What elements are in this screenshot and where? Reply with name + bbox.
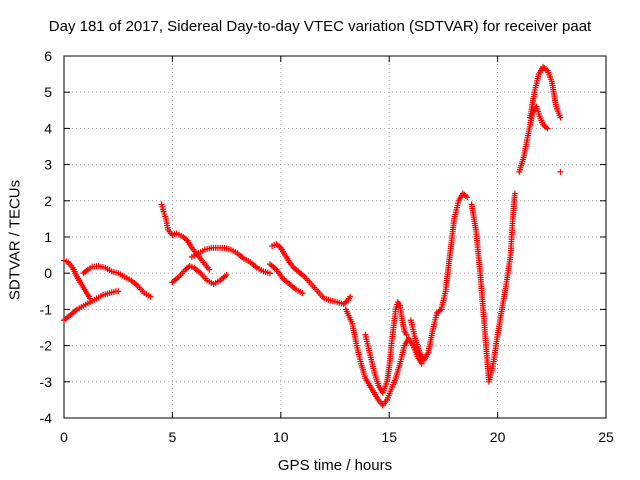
data-point [557,114,564,121]
data-point [418,360,425,367]
x-tick-label: 10 [273,429,289,445]
y-tick-label: 1 [44,229,52,245]
data-point [511,190,518,197]
chart-title: Day 181 of 2017, Sidereal Day-to-day VTE… [48,18,592,35]
data-point [544,125,551,132]
data-point [147,293,154,300]
y-tick-label: 2 [44,193,52,209]
axis-ticks: 0 5 10 15 20 25 -4 -3 -2 -1 0 1 2 3 4 5 6 [40,48,614,445]
data-point [557,168,564,175]
data-point [347,293,354,300]
y-tick-label: -1 [40,301,53,317]
y-tick-label: 3 [44,157,52,173]
data-point [464,194,471,201]
y-tick-label: -2 [40,338,53,354]
y-tick-label: 5 [44,84,52,100]
x-tick-label: 15 [381,429,397,445]
x-tick-label: 5 [169,429,177,445]
data-point [206,266,213,273]
data-point [223,272,230,279]
data-point [299,290,306,297]
y-tick-label: -3 [40,374,53,390]
x-axis-label: GPS time / hours [277,457,393,474]
data-point [115,288,122,295]
y-tick-label: -4 [40,410,53,426]
y-tick-label: 4 [44,120,52,136]
data-point [403,331,410,338]
x-tick-label: 20 [490,429,506,445]
data-point [87,295,94,302]
grid-lines [64,56,606,418]
data-point [266,270,273,277]
data-points [61,63,564,409]
y-axis-label: SDTVAR / TECUs [6,179,24,301]
y-tick-label: 6 [44,48,52,64]
y-tick-label: 0 [44,265,52,281]
x-tick-label: 25 [598,429,614,445]
x-tick-label: 0 [60,429,68,445]
